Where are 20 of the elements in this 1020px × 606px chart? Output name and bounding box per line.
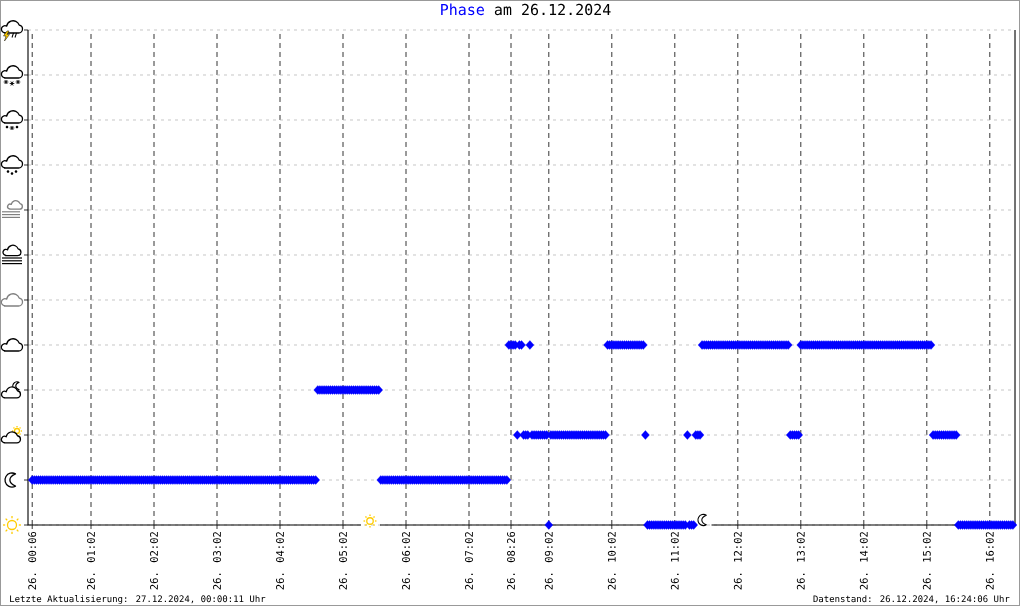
chart-title: Phase am 26.12.2024: [441, 3, 611, 16]
text: Letzte Aktualisierung: 27.12.2024, 00:00:11 Uhr: [10, 595, 266, 604]
x-tick-label: 26. 09:02: [544, 532, 553, 590]
x-tick-label: 26. 04:02: [276, 532, 284, 590]
x-tick-label: 26. 07:02: [465, 532, 473, 590]
x-tick-label: 26. 10:02: [607, 532, 616, 590]
x-tick-label: 26. 01:02: [87, 532, 95, 590]
x-tick-label: 26. 11:02: [670, 532, 679, 590]
x-tick-label: 26. 16:02: [985, 532, 994, 590]
x-tick-label: 26. 05:02: [339, 532, 347, 590]
x-tick-label: 26. 06:02: [402, 532, 410, 590]
x-tick-label: 26. 12:02: [733, 532, 742, 590]
x-tick-label: 26. 14:02: [859, 532, 868, 590]
x-tick-label: 26. 15:02: [922, 532, 931, 590]
text: Datenstand: 26.12.2024, 16:24:06 Uhr: [813, 595, 1010, 604]
x-tick-label: 26. 03:02: [213, 532, 221, 590]
x-tick-label: 26. 13:02: [796, 532, 805, 590]
x-tick-label: 26. 02:02: [150, 532, 158, 590]
x-tick-label: 26. 08:26: [507, 531, 515, 590]
x-tick-label: 26. 00:06: [28, 531, 37, 590]
